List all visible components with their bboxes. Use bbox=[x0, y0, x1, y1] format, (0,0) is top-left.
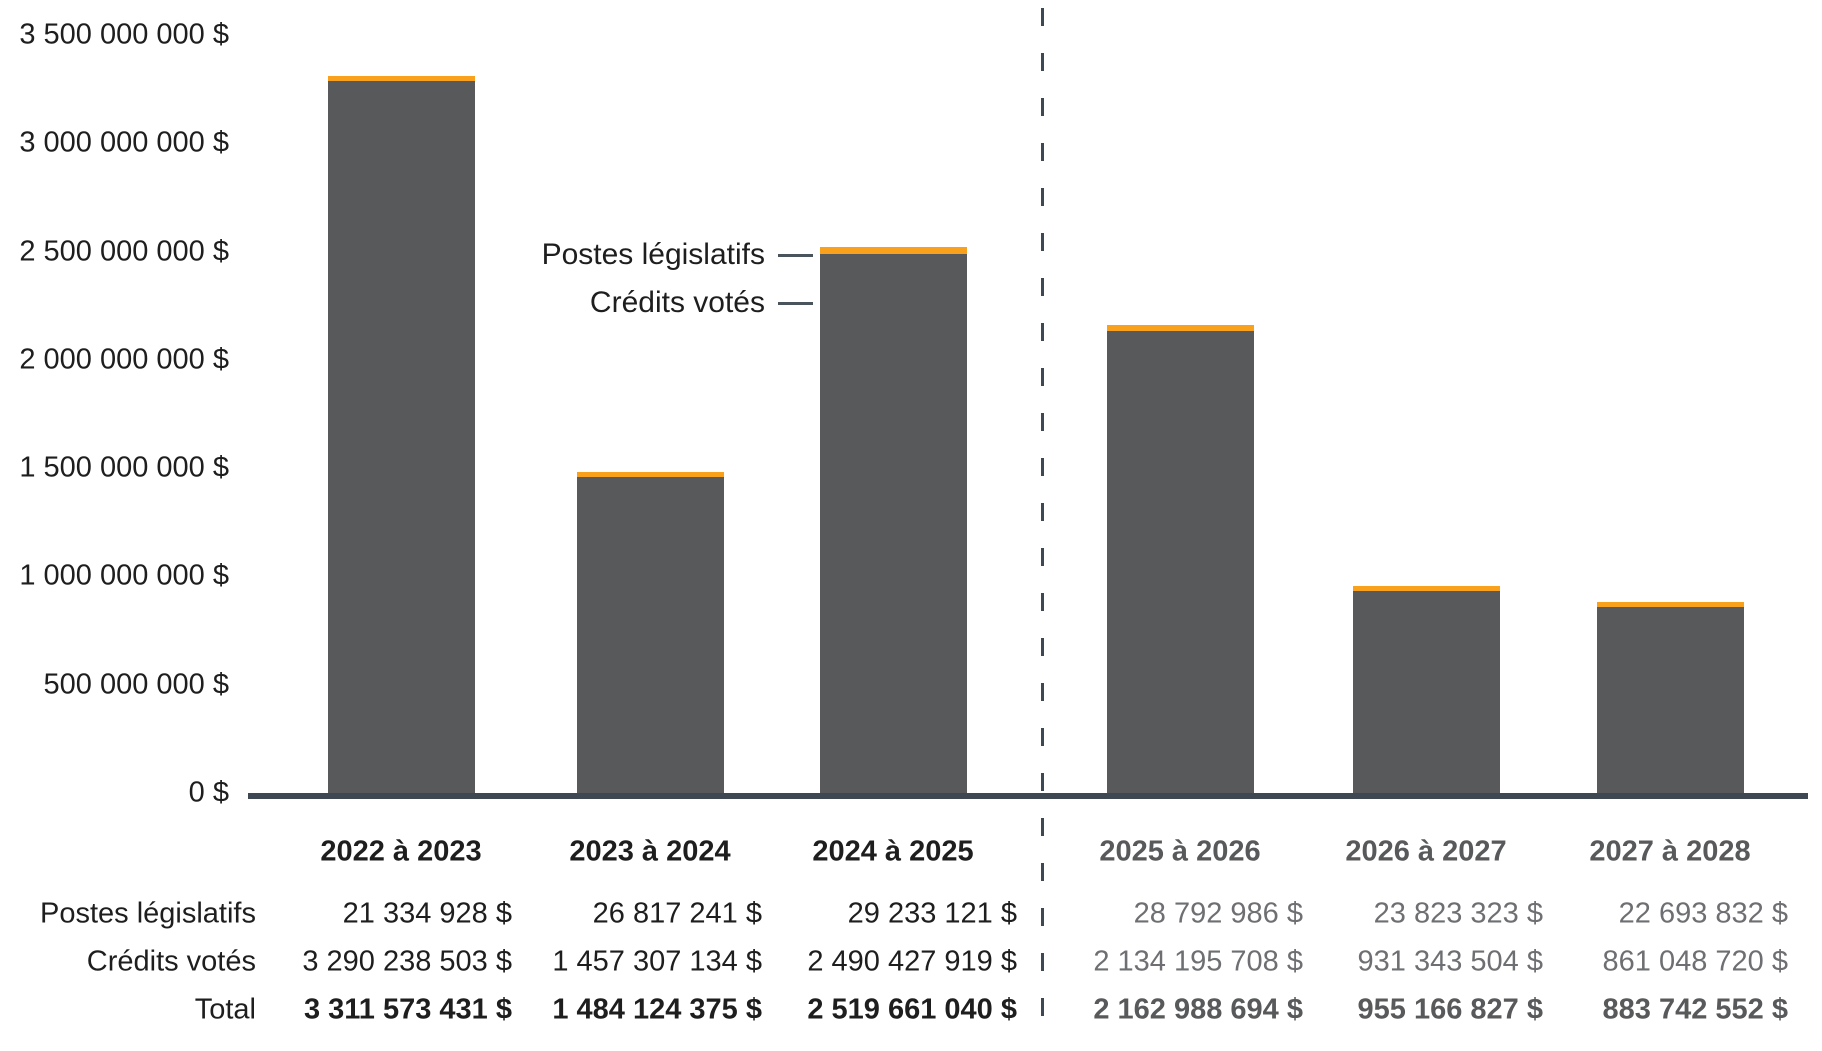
y-tick-label: 2 000 000 000 $ bbox=[19, 343, 229, 376]
table-cell: 26 817 241 $ bbox=[592, 897, 762, 930]
table-row-label: Postes législatifs bbox=[40, 897, 256, 930]
bar-segment-postes-legislatifs bbox=[819, 247, 967, 254]
table-cell: 3 311 573 431 $ bbox=[303, 993, 512, 1026]
table-cell: 28 792 986 $ bbox=[1133, 897, 1303, 930]
bar-segment-credits-votes bbox=[576, 477, 724, 793]
table-cell: 21 334 928 $ bbox=[342, 897, 512, 930]
bar-segment-postes-legislatifs bbox=[1596, 601, 1744, 607]
table-cell: 1 457 307 134 $ bbox=[552, 945, 762, 978]
x-category-label: 2024 à 2025 bbox=[812, 835, 974, 868]
bar-segment-postes-legislatifs bbox=[327, 75, 475, 81]
x-category-label: 2023 à 2024 bbox=[569, 835, 731, 868]
legend-postes-annotation: Postes législatifs bbox=[542, 240, 813, 270]
bar-segment-postes-legislatifs bbox=[1106, 324, 1254, 331]
x-axis-baseline bbox=[248, 793, 1808, 799]
x-category-label: 2026 à 2027 bbox=[1345, 835, 1507, 868]
table-cell: 2 519 661 040 $ bbox=[807, 993, 1017, 1026]
table-cell: 883 742 552 $ bbox=[1602, 993, 1788, 1026]
y-tick-label: 1 500 000 000 $ bbox=[19, 451, 229, 484]
bar-2026 à 2027 bbox=[1352, 586, 1500, 793]
table-row-label: Total bbox=[194, 993, 256, 1026]
bar-segment-credits-votes bbox=[1596, 606, 1744, 793]
x-category-label: 2027 à 2028 bbox=[1589, 835, 1751, 868]
y-tick-label: 1 000 000 000 $ bbox=[19, 559, 229, 592]
legend-credits-annotation: Crédits votés bbox=[590, 288, 813, 318]
bar-segment-postes-legislatifs bbox=[576, 471, 724, 478]
y-tick-label: 3 000 000 000 $ bbox=[19, 126, 229, 159]
bar-2024 à 2025 bbox=[819, 247, 967, 793]
table-cell: 22 693 832 $ bbox=[1618, 897, 1788, 930]
x-category-label: 2022 à 2023 bbox=[320, 835, 482, 868]
legend-postes-label: Postes législatifs bbox=[541, 238, 765, 271]
y-tick-label: 3 500 000 000 $ bbox=[19, 18, 229, 51]
table-cell: 861 048 720 $ bbox=[1602, 945, 1788, 978]
table-cell: 955 166 827 $ bbox=[1357, 993, 1543, 1026]
bar-2025 à 2026 bbox=[1106, 324, 1254, 793]
table-cell: 2 490 427 919 $ bbox=[807, 945, 1017, 978]
bar-segment-postes-legislatifs bbox=[1352, 586, 1500, 592]
bar-2023 à 2024 bbox=[576, 471, 724, 793]
table-cell: 1 484 124 375 $ bbox=[552, 993, 762, 1026]
table-cell: 2 162 988 694 $ bbox=[1093, 993, 1303, 1026]
bar-segment-credits-votes bbox=[327, 80, 475, 793]
bar-2027 à 2028 bbox=[1596, 601, 1744, 793]
bar-segment-credits-votes bbox=[819, 253, 967, 793]
table-cell: 23 823 323 $ bbox=[1373, 897, 1543, 930]
y-tick-label: 500 000 000 $ bbox=[43, 668, 229, 701]
table-cell: 2 134 195 708 $ bbox=[1093, 945, 1303, 978]
x-category-label: 2025 à 2026 bbox=[1099, 835, 1261, 868]
table-cell: 931 343 504 $ bbox=[1357, 945, 1543, 978]
legend-credits-label: Crédits votés bbox=[589, 286, 765, 319]
bar-segment-credits-votes bbox=[1352, 591, 1500, 793]
table-cell: 3 290 238 503 $ bbox=[302, 945, 512, 978]
forecast-divider-dashed-line bbox=[1041, 8, 1044, 1035]
legend-credits-connector-line bbox=[778, 301, 813, 305]
y-tick-label: 0 $ bbox=[188, 776, 229, 809]
bar-segment-credits-votes bbox=[1106, 330, 1254, 793]
legend-postes-connector-line bbox=[778, 253, 813, 257]
y-tick-label: 2 500 000 000 $ bbox=[19, 235, 229, 268]
table-cell: 29 233 121 $ bbox=[847, 897, 1017, 930]
bar-2022 à 2023 bbox=[327, 75, 475, 793]
table-row-label: Crédits votés bbox=[86, 945, 256, 978]
